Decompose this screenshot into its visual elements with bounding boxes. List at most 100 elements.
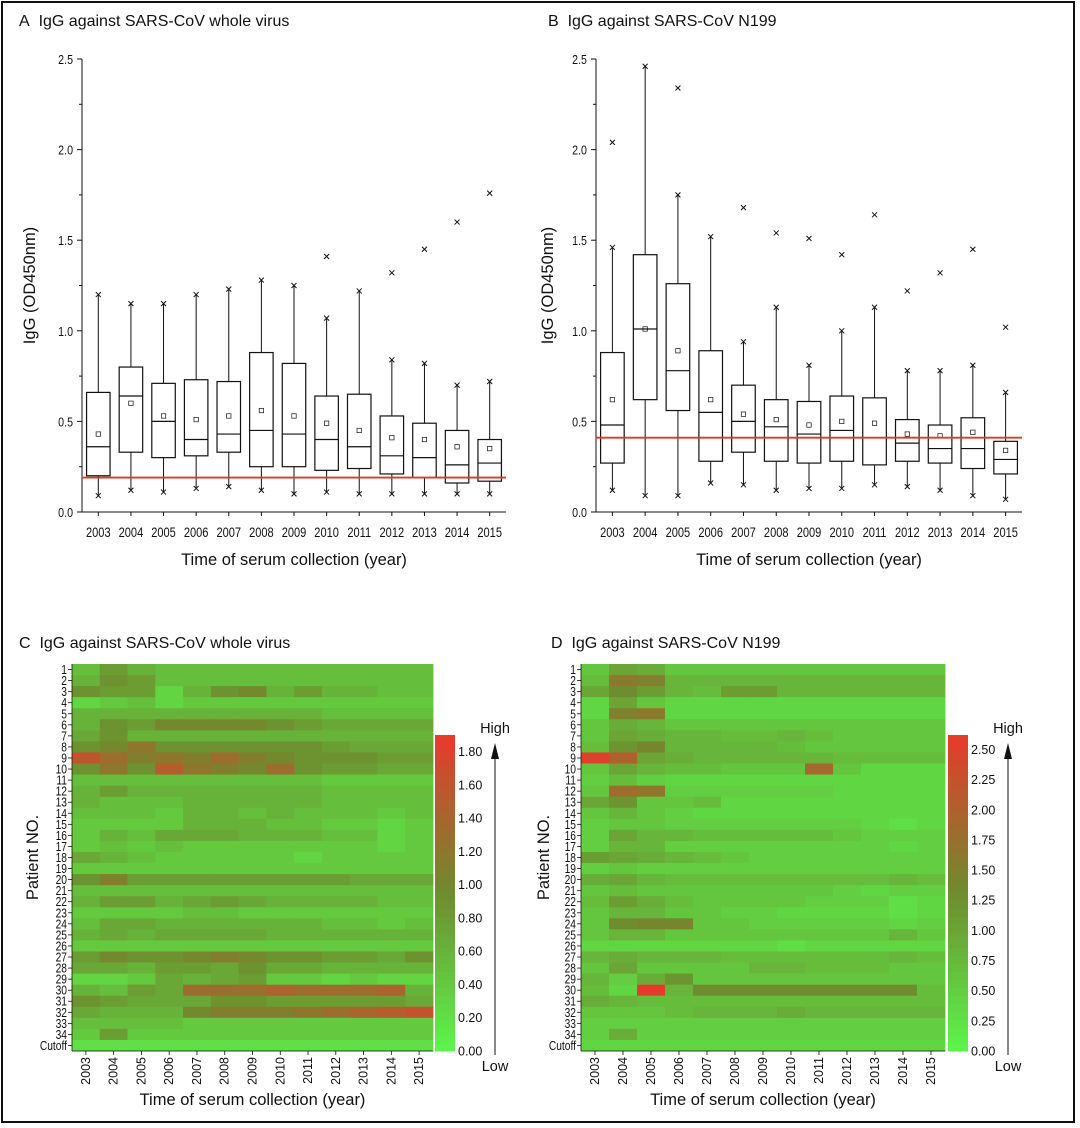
col-label: 2009 bbox=[246, 1057, 260, 1085]
heatmap-cell-28-2010 bbox=[266, 962, 295, 974]
heatmap-cell-23-2011 bbox=[294, 907, 323, 919]
heatmap-cell-32-2012 bbox=[833, 1006, 862, 1019]
heatmap-cell-1-2011 bbox=[805, 664, 834, 676]
heatmap-cell-13-2005 bbox=[127, 796, 156, 809]
heatmap-cell-29-2005 bbox=[127, 973, 156, 986]
heatmap-cell-9-2010 bbox=[266, 752, 295, 764]
heatmap-cell-15-2011 bbox=[805, 818, 834, 831]
colorbar-segment bbox=[948, 1019, 968, 1028]
heatmap-cell-10-2015 bbox=[405, 763, 434, 775]
heatmap-cell-13-2015 bbox=[917, 796, 946, 809]
heatmap-cell-19-2014 bbox=[377, 863, 406, 875]
heatmap-cell-13-2003 bbox=[581, 796, 610, 809]
heatmap-cell-24-2008 bbox=[210, 918, 240, 930]
mean-marker bbox=[421, 436, 428, 443]
y-tick-label: 0.0 bbox=[572, 505, 587, 520]
heatmap-cell-2-2005 bbox=[127, 675, 156, 687]
heatmap-cell-Cutoff-2015 bbox=[917, 1039, 946, 1052]
colorbar-segment bbox=[435, 774, 455, 783]
heatmap-cell-16-2011 bbox=[294, 829, 323, 842]
heatmap-cell-26-2014 bbox=[377, 940, 406, 952]
heatmap-cell-1-2009 bbox=[749, 664, 778, 676]
colorbar-segment bbox=[948, 940, 968, 949]
heatmap-cell-Cutoff-2011 bbox=[805, 1039, 834, 1052]
heatmap-cell-4-2013 bbox=[349, 697, 378, 709]
colorbar-tick-label: 2.25 bbox=[971, 773, 995, 787]
heatmap-cell-34-2007 bbox=[693, 1028, 722, 1041]
row-label: 14 bbox=[56, 808, 68, 821]
heatmap-cell-6-2006 bbox=[155, 719, 184, 731]
extreme-marker bbox=[388, 491, 395, 497]
row-label: 26 bbox=[56, 941, 67, 954]
heatmap-cell-18-2011 bbox=[805, 851, 834, 864]
panel-a-title-text: IgG against SARS-CoV whole virus bbox=[38, 13, 290, 30]
heatmap-cell-19-2009 bbox=[749, 863, 778, 875]
heatmap-cell-21-2014 bbox=[889, 885, 918, 897]
heatmap-cell-22-2005 bbox=[637, 896, 666, 908]
heatmap-cell-17-2006 bbox=[155, 840, 184, 853]
heatmap-cell-20-2011 bbox=[805, 874, 834, 886]
colorbar-tick-label: 1.50 bbox=[971, 864, 995, 878]
heatmap-cell-32-2004 bbox=[609, 1006, 638, 1019]
heatmap-cell-5-2006 bbox=[155, 708, 184, 720]
heatmap-cell-17-2006 bbox=[665, 840, 694, 853]
box-2005 bbox=[151, 300, 176, 495]
heatmap-cell-2-2011 bbox=[805, 675, 834, 687]
extreme-marker bbox=[675, 192, 681, 198]
heatmap-cell-31-2008 bbox=[210, 995, 240, 1008]
colorbar-tick-label: 0.25 bbox=[971, 1014, 995, 1028]
heatmap-cell-30-2015 bbox=[405, 984, 434, 997]
row-label: 31 bbox=[56, 996, 67, 1009]
outlier-marker bbox=[421, 246, 428, 253]
heatmap-cell-32-2006 bbox=[155, 1006, 184, 1019]
heatmap-cell-22-2004 bbox=[99, 896, 128, 908]
colorbar-segment bbox=[948, 821, 968, 831]
colorbar-tick-label: 1.80 bbox=[458, 745, 482, 759]
heatmap-cell-23-2005 bbox=[127, 907, 156, 919]
heatmap-cell-8-2007 bbox=[183, 741, 212, 753]
heatmap-cell-23-2014 bbox=[377, 907, 406, 919]
heatmap-cell-23-2015 bbox=[405, 907, 434, 919]
heatmap-cell-19-2006 bbox=[155, 863, 184, 875]
heatmap-cell-16-2003 bbox=[72, 829, 101, 842]
heatmap-cell-20-2011 bbox=[294, 874, 323, 886]
x-tick-label: 2008 bbox=[249, 525, 274, 540]
colorbar-segment bbox=[948, 893, 968, 902]
heatmap-cell-18-2003 bbox=[72, 851, 101, 864]
heatmap-cell-31-2013 bbox=[349, 995, 378, 1008]
heatmap-cell-19-2011 bbox=[294, 863, 323, 875]
y-tick-label: 0.5 bbox=[58, 414, 73, 429]
heatmap-cell-17-2004 bbox=[609, 840, 638, 853]
heatmap-cell-21-2010 bbox=[266, 885, 295, 897]
heatmap-cell-Cutoff-2010 bbox=[777, 1039, 806, 1052]
mean-marker bbox=[871, 420, 878, 426]
heatmap-cell-8-2003 bbox=[72, 741, 101, 753]
extreme-marker bbox=[193, 291, 200, 298]
heatmap-cell-34-2009 bbox=[749, 1028, 778, 1041]
heatmap-cell-14-2008 bbox=[721, 807, 750, 820]
heatmap-cell-34-2015 bbox=[405, 1028, 434, 1041]
heatmap-cell-30-2015 bbox=[917, 984, 946, 997]
colorbar-arrow-head bbox=[491, 743, 499, 759]
heatmap-cell-11-2003 bbox=[581, 774, 610, 787]
heatmap-cell-26-2012 bbox=[833, 940, 862, 952]
heatmap-cell-12-2007 bbox=[183, 785, 212, 798]
heatmap-cell-17-2005 bbox=[637, 840, 666, 853]
heatmap-cell-5-2009 bbox=[749, 708, 778, 720]
heatmap-cell-10-2012 bbox=[833, 763, 862, 775]
row-label: 32 bbox=[56, 1007, 67, 1020]
heatmap-cell-1-2005 bbox=[637, 664, 666, 676]
heatmap-cell-6-2008 bbox=[210, 719, 240, 731]
heatmap-cell-16-2005 bbox=[127, 829, 156, 842]
heatmap-cell-19-2010 bbox=[777, 863, 806, 875]
x-tick-label: 2003 bbox=[86, 525, 111, 540]
extreme-marker bbox=[969, 492, 976, 499]
heatmap-cell-30-2014 bbox=[889, 984, 918, 997]
heatmap-cell-8-2003 bbox=[581, 741, 610, 753]
row-label: 17 bbox=[56, 841, 67, 854]
heatmap-cell-9-2009 bbox=[238, 752, 267, 764]
iqr-box bbox=[183, 379, 209, 457]
panel-b-title-text: IgG against SARS-CoV N199 bbox=[567, 13, 777, 30]
mean-marker bbox=[128, 400, 134, 406]
heatmap-cell-29-2011 bbox=[294, 973, 323, 986]
